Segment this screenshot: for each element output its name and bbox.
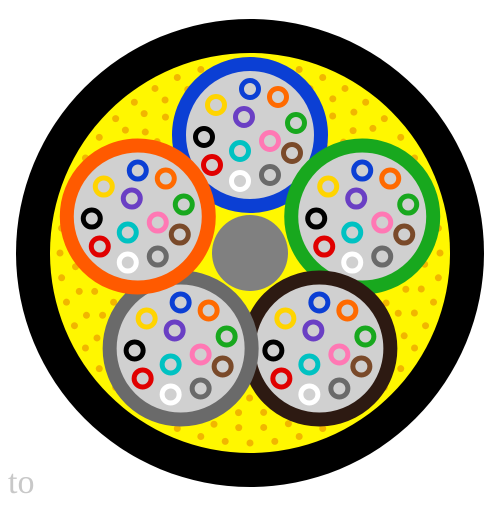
- fiber: [344, 254, 361, 271]
- fiber: [242, 81, 259, 98]
- fiber: [200, 302, 217, 319]
- fiber: [262, 167, 279, 184]
- fiber: [204, 157, 221, 174]
- fiber: [192, 346, 209, 363]
- buffer-tube: [291, 146, 433, 288]
- fiber: [374, 248, 391, 265]
- fiber: [166, 322, 183, 339]
- buffer-tube: [67, 146, 209, 288]
- fiber: [134, 370, 151, 387]
- fiber: [357, 328, 374, 345]
- watermark-text: to: [8, 466, 34, 500]
- fiber: [91, 238, 108, 255]
- fiber: [236, 109, 253, 126]
- fiber: [374, 214, 391, 231]
- fiber: [196, 129, 213, 146]
- fiber: [396, 226, 413, 243]
- fiber: [270, 89, 287, 106]
- fiber: [284, 145, 301, 162]
- fiber: [331, 346, 348, 363]
- fiber: [311, 294, 328, 311]
- fiber: [400, 196, 417, 213]
- fiber: [316, 238, 333, 255]
- fiber: [95, 178, 112, 195]
- fiber: [348, 190, 365, 207]
- fiber: [218, 328, 235, 345]
- buffer-tube: [110, 277, 252, 419]
- fiber: [339, 302, 356, 319]
- fiber: [172, 294, 189, 311]
- cable-cross-section-diagram: [0, 0, 500, 506]
- fiber: [273, 370, 290, 387]
- fiber: [331, 380, 348, 397]
- fiber: [149, 214, 166, 231]
- fiber: [354, 162, 371, 179]
- fiber: [123, 190, 140, 207]
- buffer-tube: [248, 277, 390, 419]
- fiber: [305, 322, 322, 339]
- fiber: [129, 162, 146, 179]
- fiber: [175, 196, 192, 213]
- fiber: [262, 133, 279, 150]
- fiber: [308, 210, 325, 227]
- fiber: [126, 342, 143, 359]
- fiber: [382, 170, 399, 187]
- fiber: [192, 380, 209, 397]
- fiber: [320, 178, 337, 195]
- fiber: [277, 310, 294, 327]
- fiber: [214, 358, 231, 375]
- fiber: [83, 210, 100, 227]
- fiber: [208, 97, 225, 114]
- fiber: [149, 248, 166, 265]
- fiber: [353, 358, 370, 375]
- fiber: [138, 310, 155, 327]
- fiber: [119, 254, 136, 271]
- fiber: [157, 170, 174, 187]
- fiber: [232, 143, 249, 160]
- central-strength-member: [212, 215, 288, 291]
- fiber: [301, 356, 318, 373]
- fiber: [119, 224, 136, 241]
- fiber: [301, 386, 318, 403]
- fiber: [162, 356, 179, 373]
- fiber: [171, 226, 188, 243]
- fiber: [162, 386, 179, 403]
- fiber: [344, 224, 361, 241]
- fiber: [265, 342, 282, 359]
- fiber: [232, 173, 249, 190]
- fiber: [288, 115, 305, 132]
